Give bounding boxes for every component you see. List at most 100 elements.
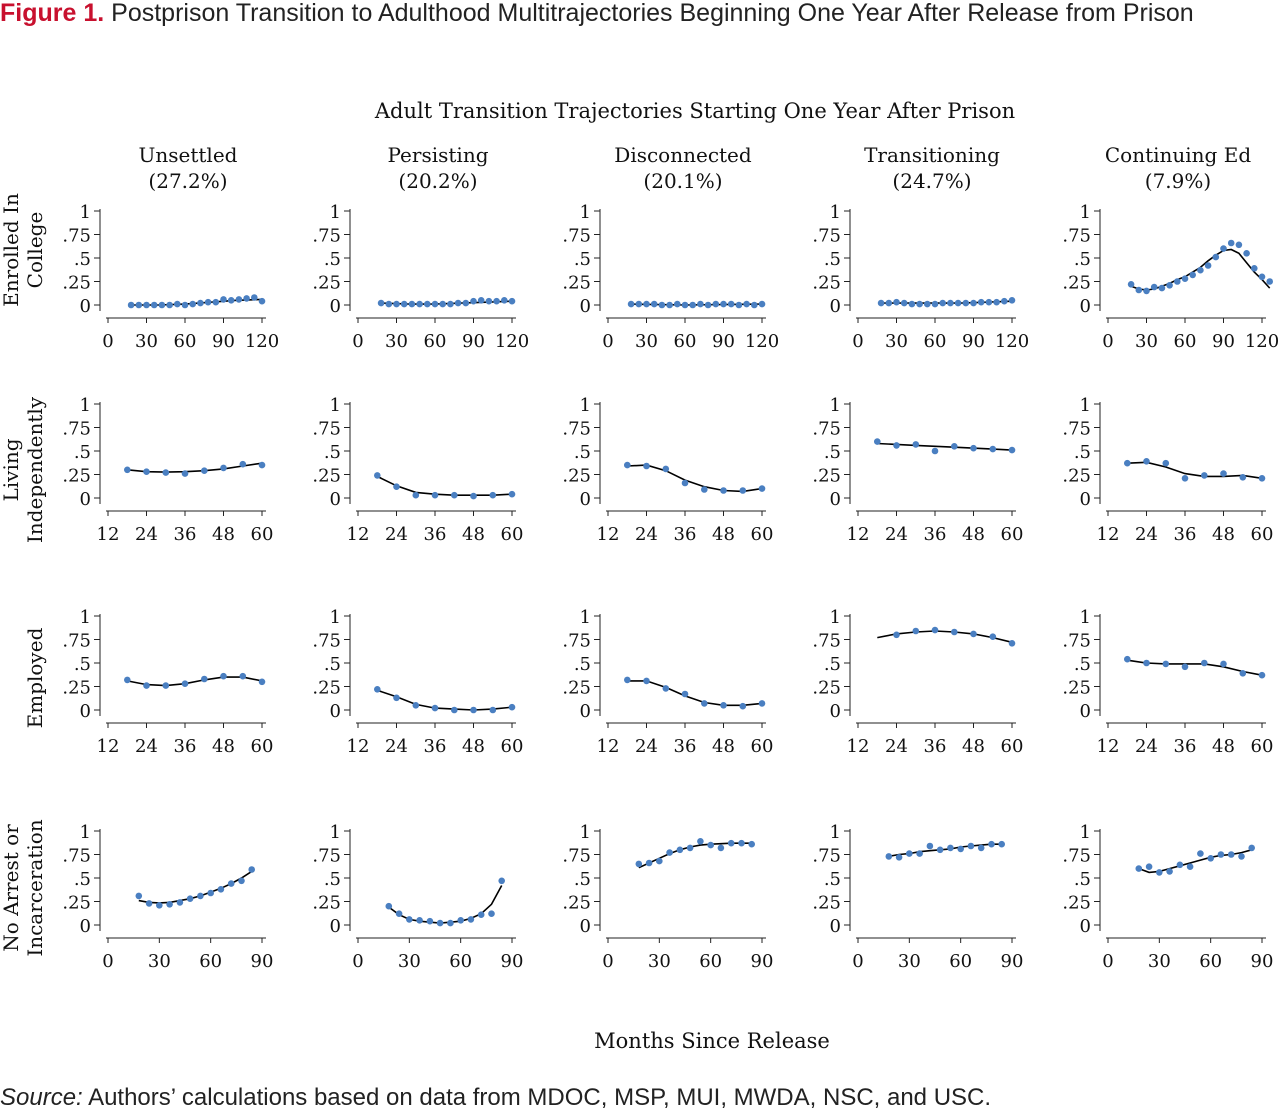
data-point [207, 889, 214, 897]
y-tick-label: 0 [330, 296, 341, 317]
data-point [451, 706, 458, 714]
x-tick-label: 120 [1245, 331, 1279, 352]
y-tick-label: .25 [812, 678, 841, 699]
x-tick-label: 0 [602, 951, 613, 972]
data-point [701, 486, 708, 493]
data-point [758, 300, 766, 308]
data-point [939, 299, 946, 307]
data-point [1217, 851, 1225, 858]
data-point [1166, 282, 1173, 289]
data-point [689, 301, 696, 309]
y-tick-label: .5 [74, 249, 91, 270]
row-label: Enrolled InCollege [0, 193, 47, 307]
data-point [1158, 284, 1166, 292]
x-tick-label: 60 [1001, 524, 1024, 545]
data-point [1174, 278, 1181, 285]
data-point [916, 300, 923, 308]
x-tick-label: 24 [1135, 524, 1158, 545]
x-tick-label: 24 [1135, 736, 1158, 757]
data-point [701, 700, 708, 707]
data-point [656, 857, 663, 865]
data-point [727, 300, 735, 308]
y-tick-label: .75 [62, 846, 91, 867]
x-tick-label: 30 [1135, 331, 1158, 352]
data-point [681, 690, 689, 698]
y-tick-label: 0 [580, 489, 591, 510]
data-point [1239, 670, 1247, 677]
x-tick-label: 48 [212, 524, 235, 545]
data-point [470, 297, 477, 305]
x-tick-label: 12 [1097, 524, 1120, 545]
data-point [426, 917, 434, 925]
panel: 0.25 .5.75 1 12 24 36 48 60 [312, 607, 523, 757]
x-tick-label: 36 [924, 524, 947, 545]
x-tick-label: 12 [597, 524, 620, 545]
x-tick-label: 24 [885, 736, 908, 757]
y-tick-label: .25 [62, 466, 91, 487]
row-label-line: No Arrest or [0, 824, 23, 952]
y-tick-label: .5 [324, 442, 341, 463]
y-tick-label: 1 [330, 395, 341, 416]
group-percent: (20.1%) [643, 169, 722, 193]
data-point [1197, 850, 1204, 857]
y-tick-label: .25 [562, 893, 591, 914]
data-point [931, 300, 939, 308]
x-tick-label: 90 [501, 951, 524, 972]
y-tick-label: .75 [62, 631, 91, 652]
trajectory-line [881, 300, 1013, 304]
y-tick-label: .25 [312, 466, 341, 487]
data-point [662, 465, 670, 473]
y-tick-label: 1 [80, 822, 91, 843]
x-tick-label: 90 [962, 331, 985, 352]
y-tick-label: 1 [580, 607, 591, 628]
data-point [658, 301, 666, 309]
y-tick-label: 0 [1080, 701, 1091, 722]
y-tick-label: .75 [62, 419, 91, 440]
group-name: Unsettled [139, 143, 238, 167]
data-point [727, 839, 735, 847]
y-tick-label: .25 [812, 273, 841, 294]
data-point [739, 702, 747, 710]
group-name: Transitioning [864, 143, 1000, 167]
y-tick-label: .5 [574, 442, 591, 463]
data-point [1220, 660, 1227, 668]
data-point [697, 300, 704, 308]
y-tick-label: .75 [312, 226, 341, 247]
x-tick-label: 0 [352, 331, 363, 352]
y-tick-label: 1 [1080, 822, 1091, 843]
data-point [1258, 273, 1266, 281]
y-tick-label: .5 [1074, 249, 1091, 270]
data-point [1204, 262, 1212, 269]
data-point [239, 672, 247, 680]
trajectory-line [631, 303, 763, 306]
data-point [1186, 863, 1194, 870]
y-tick-label: 0 [330, 701, 341, 722]
figure-title: Postprison Transition to Adulthood Multi… [111, 0, 1194, 27]
x-tick-label: 120 [995, 331, 1029, 352]
data-point [135, 301, 143, 309]
data-point [374, 686, 381, 693]
data-point [377, 299, 385, 307]
data-point [462, 299, 470, 307]
x-tick-label: 60 [251, 524, 274, 545]
source-text: Authors’ calculations based on data from… [88, 1084, 992, 1111]
data-point [1181, 475, 1189, 482]
y-tick-label: .75 [562, 846, 591, 867]
data-point [681, 479, 689, 487]
y-tick-label: 0 [580, 916, 591, 937]
x-tick-label: 12 [847, 736, 870, 757]
x-tick-label: 12 [847, 524, 870, 545]
x-tick-label: 90 [1001, 951, 1024, 972]
y-tick-label: 1 [830, 395, 841, 416]
panel: 0.25 .5.75 1 12 24 36 48 60 [562, 395, 773, 545]
data-point [220, 464, 227, 472]
data-point [251, 294, 258, 301]
panel: 0.25 .5.75 1 12 24 36 48 60 [812, 607, 1023, 757]
group-name: Disconnected [614, 143, 752, 167]
data-point [143, 468, 150, 476]
data-point [743, 300, 750, 308]
data-point [906, 850, 913, 857]
